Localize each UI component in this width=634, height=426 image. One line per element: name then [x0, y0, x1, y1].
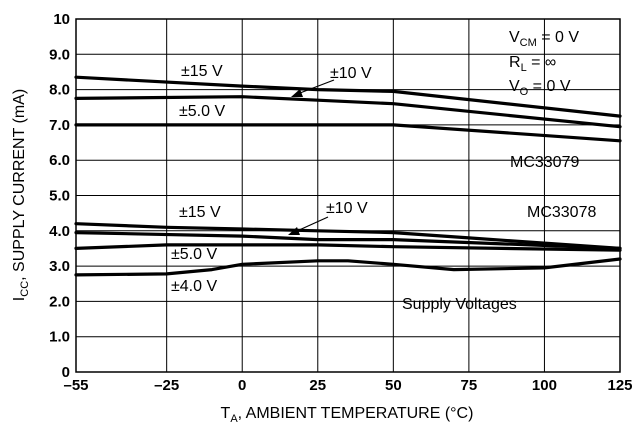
x-tick-labels: –55 –25 0 25 50 75 100 125	[63, 377, 632, 394]
x-tick-label: 25	[309, 377, 326, 394]
mc33078-10v-label: ±10 V	[326, 200, 368, 217]
y-tick-label: 3.0	[49, 258, 70, 275]
series-line-7	[74, 257, 622, 277]
condition-vcm: VCM = 0 V	[509, 29, 579, 49]
series-line-1	[74, 75, 622, 118]
plot-frame	[75, 18, 621, 373]
y-tick-label: 6.0	[49, 152, 70, 169]
condition-rl: RL = ∞	[509, 54, 556, 74]
y-tick-label: 10	[53, 11, 70, 28]
x-tick-label: 0	[238, 377, 246, 394]
x-tick-label: 75	[461, 377, 478, 394]
y-tick-label: 4.0	[49, 223, 70, 240]
x-tick-label: –55	[63, 377, 88, 394]
x-axis-title: TA, AMBIENT TEMPERATURE (°C)	[221, 405, 474, 425]
y-tick-label: 1.0	[49, 329, 70, 346]
x-tick-label: 100	[532, 377, 557, 394]
x-tick-label: 50	[385, 377, 402, 394]
y-tick-label: 5.0	[49, 188, 70, 205]
mc33079-10v-label: ±10 V	[330, 65, 372, 82]
condition-vo: VO = 0 V	[509, 78, 571, 98]
y-tick-label: 9.0	[49, 46, 70, 63]
series-line-3	[74, 123, 622, 143]
y-tick-label: 2.0	[49, 293, 70, 310]
mc33078-5v-label: ±5.0 V	[171, 246, 217, 263]
x-tick-label: 125	[607, 377, 632, 394]
grid-lines	[76, 19, 620, 372]
y-tick-label: 7.0	[49, 117, 70, 134]
mc33078-4v-label: ±4.0 V	[171, 278, 217, 295]
x-tick-label: –25	[154, 377, 179, 394]
mc33079-10v-leader	[299, 79, 335, 94]
mc33078-15v-label: ±15 V	[179, 204, 221, 221]
mc33078-label: MC33078	[527, 204, 596, 221]
series-curves	[74, 75, 622, 277]
y-axis-title: ICC, SUPPLY CURRENT (mA)	[11, 89, 31, 301]
y-tick-label: 0	[62, 364, 70, 381]
y-tick-labels: 0 1.0 2.0 3.0 4.0 5.0 6.0 7.0 8.0 9.0 10	[49, 11, 70, 381]
series-line-6	[74, 243, 622, 252]
y-tick-label: 8.0	[49, 82, 70, 99]
series-line-2	[74, 95, 622, 129]
series-line-5	[74, 231, 622, 250]
mc33079-label: MC33079	[510, 154, 579, 171]
mc33078-10v-leader	[296, 216, 329, 232]
mc33079-5v-label: ±5.0 V	[179, 103, 225, 120]
mc33079-15v-label: ±15 V	[181, 63, 223, 80]
mc33079-10v-arrowhead	[291, 89, 303, 97]
series-line-4	[74, 222, 622, 250]
supply-voltages-label: Supply Voltages	[402, 296, 517, 313]
mc33078-10v-arrowhead	[288, 227, 300, 235]
